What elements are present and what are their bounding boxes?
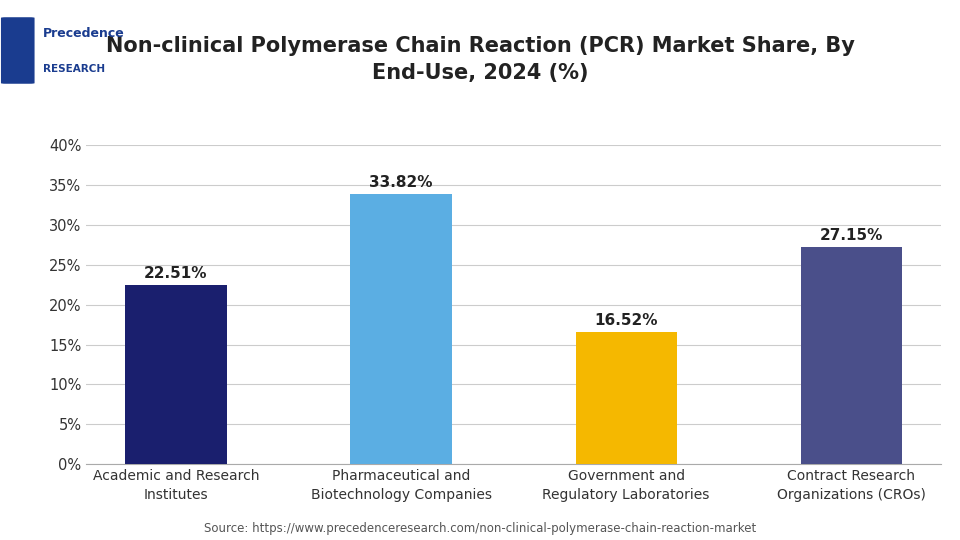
Text: RESEARCH: RESEARCH [43, 64, 106, 74]
Text: Precedence: Precedence [43, 27, 125, 40]
Bar [801, 247, 902, 464]
Bar [350, 194, 452, 464]
Text: 33.82%: 33.82% [370, 175, 433, 190]
Text: 16.52%: 16.52% [594, 313, 658, 328]
Text: Non-clinical Polymerase Chain Reaction (PCR) Market Share, By
End-Use, 2024 (%): Non-clinical Polymerase Chain Reaction (… [106, 36, 854, 83]
Bar [575, 333, 677, 464]
Text: 27.15%: 27.15% [820, 228, 883, 244]
FancyBboxPatch shape [1, 17, 35, 84]
Bar [125, 285, 227, 464]
Text: 22.51%: 22.51% [144, 266, 207, 280]
Text: Source: https://www.precedenceresearch.com/non-clinical-polymerase-chain-reactio: Source: https://www.precedenceresearch.c… [204, 522, 756, 535]
